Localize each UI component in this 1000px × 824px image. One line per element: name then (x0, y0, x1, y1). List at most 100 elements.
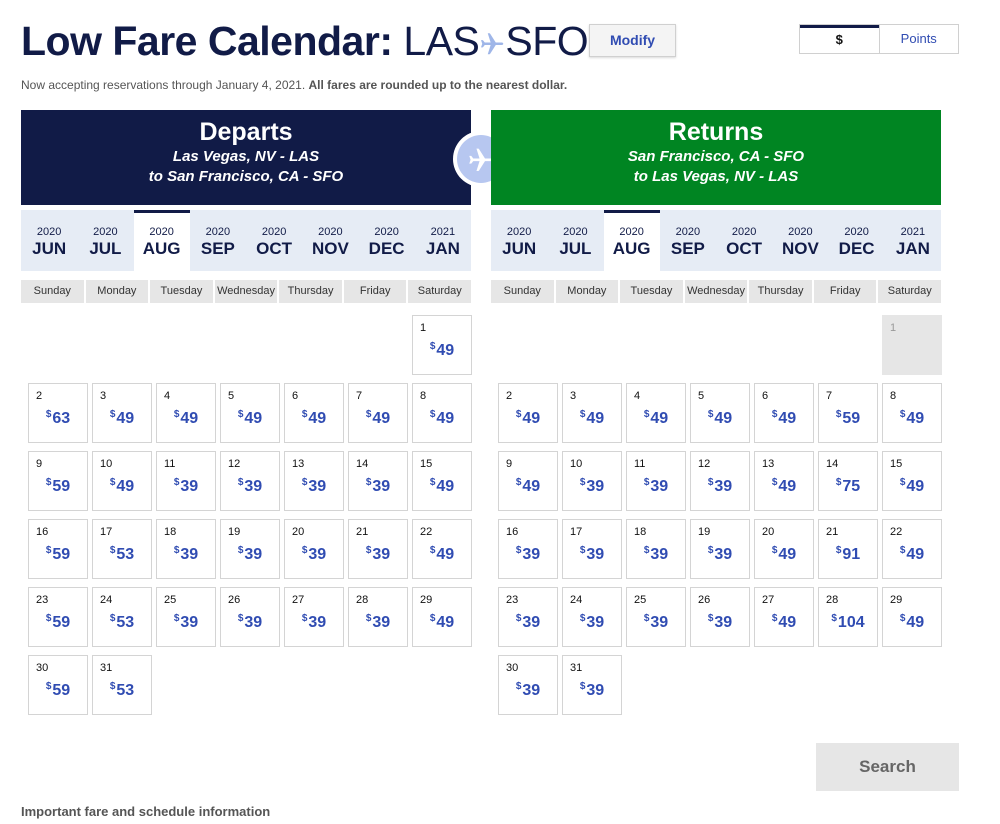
currency-symbol: $ (429, 545, 436, 556)
month-tab-nov[interactable]: 2020 NOV (772, 210, 828, 271)
month-tab-aug[interactable]: 2020 AUG (133, 210, 190, 271)
calendar-day-26[interactable]: 26 $39 (690, 587, 750, 647)
calendar-day-27[interactable]: 27 $49 (754, 587, 814, 647)
month-tab-nov[interactable]: 2020 NOV (302, 210, 358, 271)
fare-price: $49 (883, 409, 941, 428)
calendar-day-12[interactable]: 12 $39 (690, 451, 750, 511)
calendar-day-15[interactable]: 15 $49 (882, 451, 942, 511)
calendar-day-19[interactable]: 19 $39 (690, 519, 750, 579)
currency-symbol: $ (643, 545, 650, 556)
calendar-day-5[interactable]: 5 $49 (220, 383, 280, 443)
calendar-day-8[interactable]: 8 $49 (412, 383, 472, 443)
month-tab-sep[interactable]: 2020 SEP (190, 210, 246, 271)
calendar-day-31[interactable]: 31 $53 (92, 655, 152, 715)
calendar-day-13[interactable]: 13 $39 (284, 451, 344, 511)
calendar-day-5[interactable]: 5 $49 (690, 383, 750, 443)
calendar-day-1[interactable]: 1 $49 (412, 315, 472, 375)
month-tab-jan[interactable]: 2021 JAN (415, 210, 471, 271)
calendar-day-3[interactable]: 3 $49 (92, 383, 152, 443)
currency-option-points[interactable]: Points (878, 25, 958, 53)
calendar-day-7[interactable]: 7 $59 (818, 383, 878, 443)
calendar-day-9[interactable]: 9 $49 (498, 451, 558, 511)
calendar-day-20[interactable]: 20 $39 (284, 519, 344, 579)
calendar-day-10[interactable]: 10 $39 (562, 451, 622, 511)
month-tab-oct[interactable]: 2020 OCT (246, 210, 302, 271)
month-tab-jan[interactable]: 2021 JAN (885, 210, 941, 271)
calendar-day-14[interactable]: 14 $75 (818, 451, 878, 511)
calendar-day-2[interactable]: 2 $63 (28, 383, 88, 443)
calendar-day-26[interactable]: 26 $39 (220, 587, 280, 647)
fare-price: $39 (221, 613, 279, 632)
search-button[interactable]: Search (816, 743, 959, 791)
month-tab-sep[interactable]: 2020 SEP (660, 210, 716, 271)
calendar-day-30[interactable]: 30 $59 (28, 655, 88, 715)
calendar-day-30[interactable]: 30 $39 (498, 655, 558, 715)
calendar-day-7[interactable]: 7 $49 (348, 383, 408, 443)
month-tab-jun[interactable]: 2020 JUN (491, 210, 547, 271)
calendar-day-11[interactable]: 11 $39 (626, 451, 686, 511)
day-number: 6 (292, 390, 299, 402)
fare-info-link[interactable]: Important fare and schedule information (21, 804, 271, 819)
fare-amount: 63 (52, 410, 71, 427)
calendar-day-27[interactable]: 27 $39 (284, 587, 344, 647)
month-tab-aug[interactable]: 2020 AUG (603, 210, 660, 271)
calendar-day-16[interactable]: 16 $39 (498, 519, 558, 579)
calendar-day-23[interactable]: 23 $59 (28, 587, 88, 647)
calendar-day-28[interactable]: 28 $104 (818, 587, 878, 647)
calendar-day-16[interactable]: 16 $59 (28, 519, 88, 579)
calendar-day-22[interactable]: 22 $49 (412, 519, 472, 579)
calendar-day-4[interactable]: 4 $49 (156, 383, 216, 443)
calendar-day-23[interactable]: 23 $39 (498, 587, 558, 647)
calendar-day-13[interactable]: 13 $49 (754, 451, 814, 511)
calendar-day-11[interactable]: 11 $39 (156, 451, 216, 511)
calendar-day-28[interactable]: 28 $39 (348, 587, 408, 647)
fare-price: $39 (563, 613, 621, 632)
calendar-day-2[interactable]: 2 $49 (498, 383, 558, 443)
calendar-day-29[interactable]: 29 $49 (882, 587, 942, 647)
currency-symbol: $ (45, 409, 52, 420)
day-number: 30 (36, 662, 49, 674)
calendar-day-15[interactable]: 15 $49 (412, 451, 472, 511)
calendar-day-25[interactable]: 25 $39 (156, 587, 216, 647)
month-tab-oct[interactable]: 2020 OCT (716, 210, 772, 271)
weekday-tuesday: Tuesday (620, 280, 683, 303)
calendar-day-17[interactable]: 17 $39 (562, 519, 622, 579)
calendar-day-10[interactable]: 10 $49 (92, 451, 152, 511)
calendar-day-31[interactable]: 31 $39 (562, 655, 622, 715)
month-tab-jul[interactable]: 2020 JUL (547, 210, 603, 271)
calendar-day-4[interactable]: 4 $49 (626, 383, 686, 443)
calendar-day-12[interactable]: 12 $39 (220, 451, 280, 511)
currency-symbol: $ (429, 477, 436, 488)
fare-amount: 49 (522, 410, 541, 427)
fare-amount: 39 (650, 614, 669, 631)
calendar-day-3[interactable]: 3 $49 (562, 383, 622, 443)
calendar-day-6[interactable]: 6 $49 (754, 383, 814, 443)
fare-price: $39 (499, 545, 557, 564)
calendar-day-18[interactable]: 18 $39 (156, 519, 216, 579)
fare-amount: 49 (244, 410, 263, 427)
calendar-day-6[interactable]: 6 $49 (284, 383, 344, 443)
calendar-day-21[interactable]: 21 $91 (818, 519, 878, 579)
calendar-day-24[interactable]: 24 $53 (92, 587, 152, 647)
calendar-day-14[interactable]: 14 $39 (348, 451, 408, 511)
currency-option-dollars[interactable]: $ (800, 25, 879, 53)
fare-amount: 49 (436, 546, 455, 563)
calendar-day-18[interactable]: 18 $39 (626, 519, 686, 579)
calendar-day-21[interactable]: 21 $39 (348, 519, 408, 579)
calendar-day-8[interactable]: 8 $49 (882, 383, 942, 443)
returns-panel: Returns San Francisco, CA - SFO to Las V… (491, 110, 942, 715)
calendar-day-20[interactable]: 20 $49 (754, 519, 814, 579)
calendar-day-25[interactable]: 25 $39 (626, 587, 686, 647)
month-tab-jul[interactable]: 2020 JUL (77, 210, 133, 271)
modify-button[interactable]: Modify (589, 24, 676, 57)
month-tab-dec[interactable]: 2020 DEC (829, 210, 885, 271)
month-tab-jun[interactable]: 2020 JUN (21, 210, 77, 271)
calendar-day-29[interactable]: 29 $49 (412, 587, 472, 647)
calendar-day-9[interactable]: 9 $59 (28, 451, 88, 511)
calendar-day-24[interactable]: 24 $39 (562, 587, 622, 647)
calendar-day-19[interactable]: 19 $39 (220, 519, 280, 579)
calendar-day-17[interactable]: 17 $53 (92, 519, 152, 579)
reservation-notice: Now accepting reservations through Janua… (21, 78, 567, 92)
month-tab-dec[interactable]: 2020 DEC (359, 210, 415, 271)
calendar-day-22[interactable]: 22 $49 (882, 519, 942, 579)
